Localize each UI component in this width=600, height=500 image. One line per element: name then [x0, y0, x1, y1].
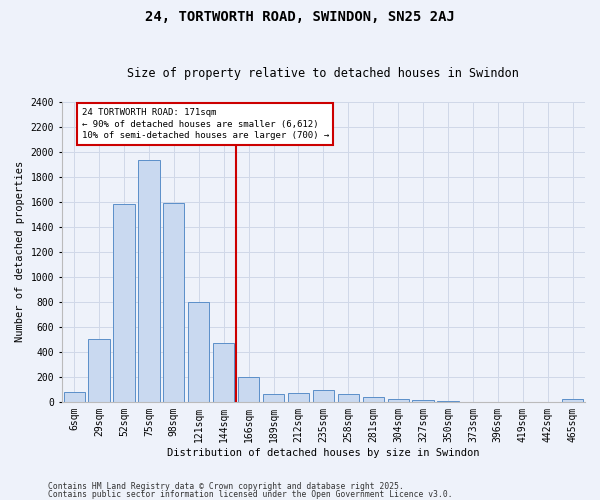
- Bar: [263, 394, 284, 402]
- Bar: [163, 203, 184, 402]
- Bar: [437, 401, 458, 402]
- Bar: [412, 400, 434, 402]
- Bar: [188, 302, 209, 402]
- Bar: [388, 398, 409, 402]
- Bar: [562, 398, 583, 402]
- Text: Contains public sector information licensed under the Open Government Licence v3: Contains public sector information licen…: [48, 490, 452, 499]
- Text: 24 TORTWORTH ROAD: 171sqm
← 90% of detached houses are smaller (6,612)
10% of se: 24 TORTWORTH ROAD: 171sqm ← 90% of detac…: [82, 108, 329, 140]
- Bar: [213, 343, 234, 402]
- Bar: [338, 394, 359, 402]
- Bar: [288, 393, 309, 402]
- Bar: [113, 204, 134, 402]
- Title: Size of property relative to detached houses in Swindon: Size of property relative to detached ho…: [127, 66, 519, 80]
- Bar: [88, 340, 110, 402]
- Bar: [313, 390, 334, 402]
- Bar: [238, 378, 259, 402]
- X-axis label: Distribution of detached houses by size in Swindon: Distribution of detached houses by size …: [167, 448, 479, 458]
- Text: Contains HM Land Registry data © Crown copyright and database right 2025.: Contains HM Land Registry data © Crown c…: [48, 482, 404, 491]
- Bar: [362, 397, 384, 402]
- Bar: [64, 392, 85, 402]
- Y-axis label: Number of detached properties: Number of detached properties: [15, 161, 25, 342]
- Bar: [139, 160, 160, 402]
- Text: 24, TORTWORTH ROAD, SWINDON, SN25 2AJ: 24, TORTWORTH ROAD, SWINDON, SN25 2AJ: [145, 10, 455, 24]
